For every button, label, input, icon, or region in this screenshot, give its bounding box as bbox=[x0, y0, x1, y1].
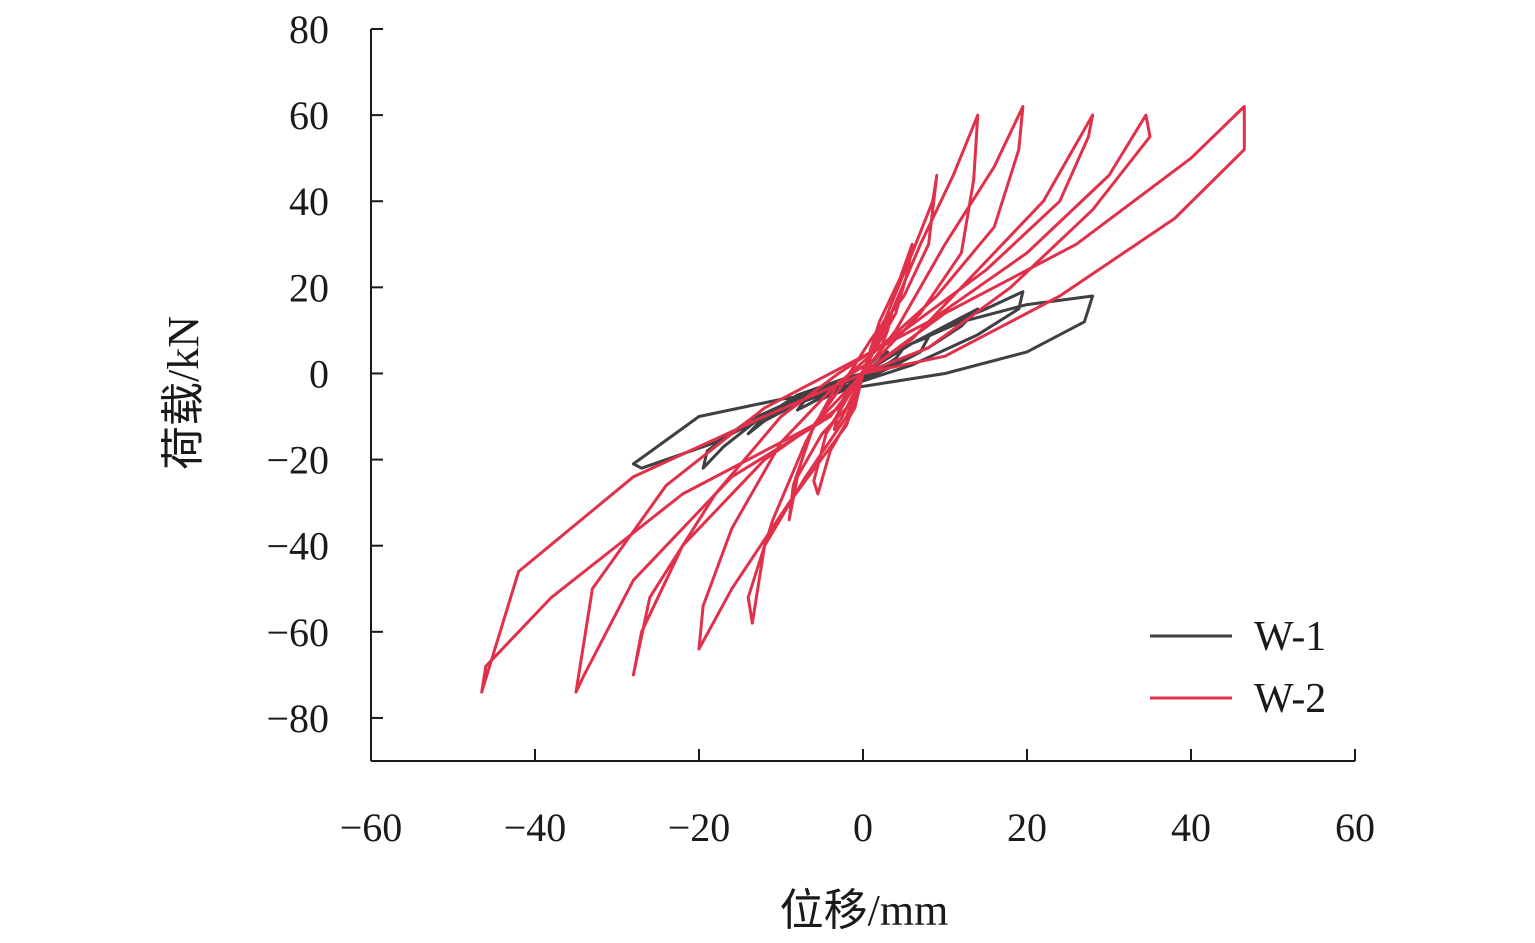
x-tick-label: 40 bbox=[1171, 805, 1211, 850]
x-tick-label: −60 bbox=[340, 805, 403, 850]
x-tick-label: −40 bbox=[504, 805, 567, 850]
legend-label-w-1: W-1 bbox=[1254, 614, 1326, 660]
y-tick-label: −20 bbox=[266, 438, 329, 483]
y-tick-label: 20 bbox=[289, 265, 329, 310]
x-tick-label: 0 bbox=[853, 805, 873, 850]
axes bbox=[370, 28, 1356, 762]
y-tick-label: −60 bbox=[266, 610, 329, 655]
x-tick-label: −20 bbox=[668, 805, 731, 850]
y-tick-label: 40 bbox=[289, 179, 329, 224]
x-tick-label: 20 bbox=[1007, 805, 1047, 850]
series-line-w-2 bbox=[480, 105, 1246, 694]
y-axis-title: 荷载/kN bbox=[159, 316, 208, 470]
y-tick-label: 0 bbox=[309, 351, 329, 396]
x-tick-label: 60 bbox=[1335, 805, 1375, 850]
legend: W-1W-2 bbox=[1150, 614, 1326, 722]
series-layer bbox=[480, 105, 1246, 694]
x-axis-title: 位移/mm bbox=[780, 886, 949, 935]
y-tick-label: 80 bbox=[289, 7, 329, 52]
y-tick-label: −80 bbox=[266, 696, 329, 741]
y-tick-label: 60 bbox=[289, 93, 329, 138]
tick-labels: −80 −60 −40 −20 0 20 40 60 80 −60 −40 −20 0 20 40 60 bbox=[266, 7, 1375, 850]
y-tick-label: −40 bbox=[266, 524, 329, 569]
legend-label-w-2: W-2 bbox=[1254, 676, 1326, 722]
